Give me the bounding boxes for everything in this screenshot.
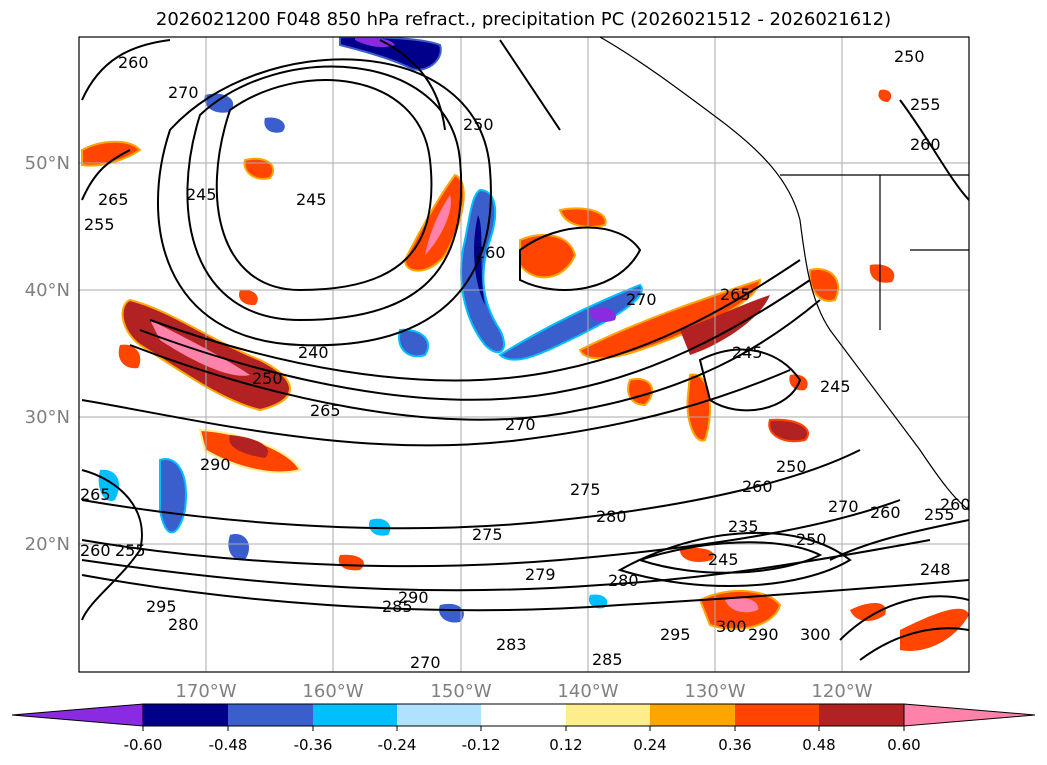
colorbar-tick-label: -0.12 [462, 736, 501, 754]
contour-label: 280 [596, 507, 627, 526]
contour-label: 270 [828, 497, 859, 516]
contour-label: 248 [920, 560, 951, 579]
contour-label: 270 [505, 415, 536, 434]
contour-labels: 260 270 255 265 245 245 250 260 240 250 … [80, 47, 971, 672]
colorbar-border [142, 703, 905, 727]
contour-label: 290 [398, 588, 429, 607]
contour-label: 265 [720, 285, 751, 304]
colorbar-extend-low [11, 703, 144, 727]
contour-label: 245 [296, 190, 327, 209]
colorbar-tick-label: 0.48 [802, 736, 835, 754]
colorbar-segment [566, 704, 650, 726]
contour-label: 260 [870, 503, 901, 522]
colorbar-tick-labels: -0.60 -0.48 -0.36 -0.24 -0.12 0.12 0.24 … [124, 736, 921, 754]
contour-label: 280 [608, 571, 639, 590]
contour-label: 295 [146, 597, 177, 616]
contour-label: 240 [298, 343, 329, 362]
contour-label: 255 [910, 95, 941, 114]
contour-label: 285 [382, 597, 413, 616]
colorbar-segment [735, 704, 819, 726]
lon-label: 170°W [175, 681, 236, 702]
latitude-labels: 50°N 40°N 30°N 20°N [25, 153, 70, 555]
contour-label: 245 [820, 377, 851, 396]
colorbar-tick-label: 0.24 [633, 736, 666, 754]
negative-precip-patches [98, 37, 643, 623]
contour-label: 250 [463, 115, 494, 134]
map-frame [78, 36, 970, 673]
contour-label: 235 [728, 517, 759, 536]
contour-label: 255 [924, 505, 955, 524]
contour-label: 245 [708, 550, 739, 569]
contour-label: 280 [168, 615, 199, 634]
contour-label: 270 [168, 83, 199, 102]
colorbar-segment [397, 704, 481, 726]
contour-label: 285 [592, 650, 623, 669]
contour-label: 250 [252, 369, 283, 388]
contour-label: 265 [80, 485, 111, 504]
lon-label: 140°W [557, 681, 618, 702]
colorbar-segment [143, 704, 228, 726]
colorbar-tick-label: -0.48 [209, 736, 248, 754]
colorbar-segment [228, 704, 313, 726]
contour-label: 260 [80, 541, 111, 560]
lat-label: 20°N [25, 534, 70, 555]
contour-label: 300 [716, 617, 747, 636]
lat-label: 40°N [25, 280, 70, 301]
lat-label: 30°N [25, 407, 70, 428]
contour-label: 290 [748, 625, 779, 644]
contour-label: 275 [472, 525, 503, 544]
colorbar-tick-label: -0.24 [378, 736, 417, 754]
map-content: 260 270 255 265 245 245 250 260 240 250 … [79, 37, 971, 672]
contour-label: 295 [660, 625, 691, 644]
colorbar: -0.60 -0.48 -0.36 -0.24 -0.12 0.12 0.24 … [11, 703, 1036, 754]
contour-label: 260 [118, 53, 149, 72]
colorbar-segment [650, 704, 735, 726]
colorbar-tick-label: 0.60 [887, 736, 920, 754]
contour-label: 255 [84, 215, 115, 234]
contour-label: 260 [940, 495, 971, 514]
lon-label: 120°W [811, 681, 872, 702]
lon-label: 150°W [430, 681, 491, 702]
contour-label: 260 [475, 243, 506, 262]
contour-label: 279 [525, 565, 556, 584]
contour-label: 260 [742, 477, 773, 496]
contour-label: 255 [115, 541, 146, 560]
contour-label: 300 [800, 625, 831, 644]
contour-label: 245 [186, 185, 217, 204]
contour-label: 245 [732, 343, 763, 362]
contour-label: 265 [98, 190, 129, 209]
coastline [599, 37, 969, 511]
chart-title: 2026021200 F048 850 hPa refract., precip… [155, 9, 892, 30]
colorbar-tick-label: 0.12 [549, 736, 582, 754]
colorbar-tick-label: 0.36 [718, 736, 751, 754]
colorbar-ticks [142, 726, 905, 731]
colorbar-extend-high [903, 703, 1036, 727]
lat-label: 50°N [25, 153, 70, 174]
colorbar-tick-label: -0.36 [294, 736, 333, 754]
colorbar-tick-label: -0.60 [124, 736, 163, 754]
contour-label: 290 [200, 455, 231, 474]
contour-label: 270 [410, 653, 441, 672]
contour-label: 250 [776, 457, 807, 476]
contour-label: 270 [626, 290, 657, 309]
longitude-labels: 170°W 160°W 150°W 140°W 130°W 120°W [175, 681, 872, 702]
contour-label: 260 [910, 135, 941, 154]
contour-label: 250 [894, 47, 925, 66]
contour-label: 275 [570, 480, 601, 499]
colorbar-segment [819, 704, 904, 726]
contour-label: 283 [496, 635, 527, 654]
colorbar-segment [313, 704, 397, 726]
colorbar-segment [481, 704, 566, 726]
contour-label: 265 [310, 401, 341, 420]
contour-label: 250 [796, 530, 827, 549]
refractivity-contours [81, 39, 969, 661]
lon-label: 160°W [302, 681, 363, 702]
lon-label: 130°W [684, 681, 745, 702]
